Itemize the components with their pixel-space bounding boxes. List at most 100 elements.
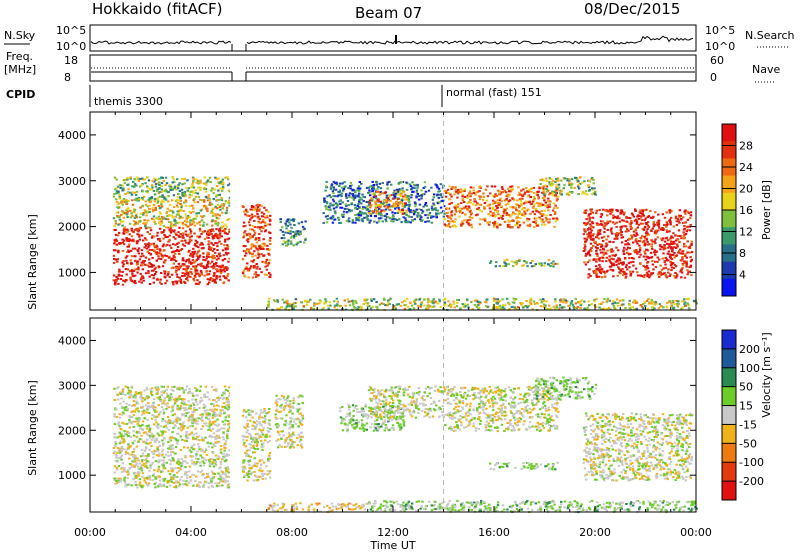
data-cell — [651, 306, 654, 308]
data-cell — [489, 262, 492, 264]
data-cell — [389, 297, 392, 300]
data-cell — [196, 235, 199, 238]
data-cell — [654, 253, 657, 256]
data-cell — [548, 205, 551, 208]
data-cell — [168, 238, 171, 241]
data-cell — [209, 262, 212, 265]
data-cell — [140, 449, 144, 451]
data-cell — [430, 216, 433, 219]
data-cell — [424, 214, 427, 217]
data-cell — [117, 191, 120, 194]
data-cell — [198, 221, 201, 224]
data-cell — [192, 199, 195, 202]
data-cell — [556, 218, 559, 221]
data-cell — [662, 246, 665, 249]
data-cell — [657, 229, 660, 232]
data-cell — [296, 232, 299, 235]
data-cell — [661, 257, 664, 260]
data-cell — [450, 188, 453, 190]
data-cell — [268, 223, 272, 226]
data-cell — [183, 274, 186, 277]
data-cell — [377, 199, 380, 202]
data-cell — [313, 303, 316, 306]
data-cell — [486, 185, 489, 188]
data-cell — [221, 266, 225, 269]
data-cell — [658, 303, 662, 306]
data-cell — [511, 185, 514, 188]
data-cell — [497, 306, 500, 309]
data-cell — [280, 306, 283, 309]
data-cell — [593, 187, 596, 190]
data-cell — [259, 226, 262, 229]
data-cell — [527, 208, 530, 211]
data-cell — [162, 231, 165, 234]
data-cell — [289, 236, 293, 239]
data-cell — [244, 230, 247, 233]
data-cell — [465, 298, 469, 301]
data-cell — [366, 302, 370, 305]
data-cell — [358, 219, 361, 222]
data-cell — [282, 234, 285, 237]
data-cell — [356, 187, 360, 190]
data-cell — [410, 216, 413, 218]
data-cell — [606, 229, 609, 231]
data-cell — [195, 273, 198, 276]
data-cell — [122, 199, 125, 202]
nsearch-tick-bottom: 10^0 — [705, 40, 735, 53]
data-cell — [368, 194, 372, 197]
data-cell — [515, 307, 518, 310]
data-cell — [671, 236, 675, 239]
data-cell — [158, 237, 161, 240]
data-cell — [426, 220, 429, 223]
data-cell — [493, 215, 496, 218]
data-cell — [653, 303, 656, 306]
data-cell — [115, 190, 119, 193]
data-cell — [163, 234, 166, 236]
data-cell — [591, 211, 594, 214]
data-cell — [116, 214, 119, 217]
data-cell — [162, 224, 165, 227]
data-cell — [188, 238, 191, 241]
data-cell — [505, 191, 508, 194]
data-cell — [217, 477, 220, 480]
data-cell — [435, 212, 438, 215]
data-cell — [378, 220, 381, 223]
data-cell — [610, 230, 613, 233]
data-cell — [323, 302, 326, 305]
data-cell — [591, 234, 595, 237]
data-cell — [491, 208, 495, 211]
data-cell — [192, 207, 195, 210]
data-cell — [394, 192, 398, 195]
data-cell — [560, 179, 563, 182]
data-cell — [147, 258, 151, 261]
data-cell — [588, 231, 591, 234]
data-cell — [153, 246, 157, 249]
nave-tick-top: 60 — [710, 54, 724, 67]
data-cell — [396, 190, 400, 192]
data-cell — [475, 306, 479, 308]
data-cell — [165, 461, 169, 464]
freq-tick-bottom: 8 — [64, 71, 71, 84]
data-cell — [223, 228, 226, 231]
data-cell — [370, 298, 373, 301]
data-cell — [599, 248, 602, 251]
data-cell — [626, 268, 629, 271]
data-cell — [475, 204, 478, 207]
data-cell — [139, 212, 143, 215]
data-cell — [220, 180, 223, 182]
data-cell — [134, 221, 138, 224]
data-cell — [380, 202, 383, 205]
data-cell — [358, 181, 361, 183]
data-cell — [228, 204, 231, 207]
data-cell — [639, 237, 643, 240]
data-cell — [496, 201, 500, 204]
data-cell — [167, 271, 170, 273]
data-cell — [186, 484, 189, 487]
data-cell — [612, 299, 615, 302]
data-cell — [217, 217, 220, 220]
data-cell — [204, 206, 208, 209]
data-cell — [168, 276, 171, 278]
data-cell — [345, 220, 349, 222]
data-cell — [399, 201, 402, 203]
data-cell — [139, 255, 142, 258]
